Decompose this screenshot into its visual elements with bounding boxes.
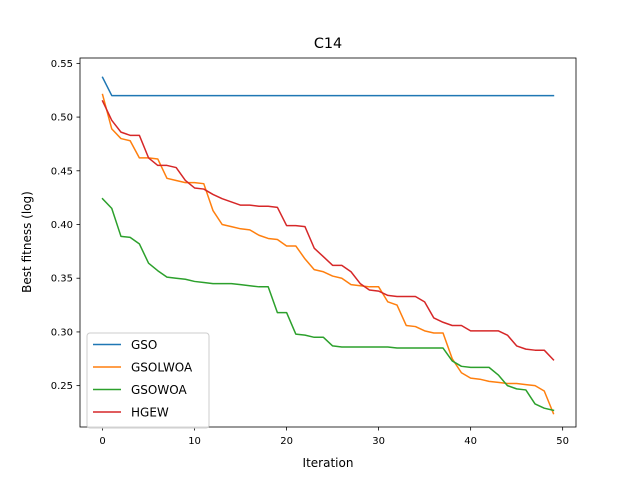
x-axis-label: Iteration [303,456,354,470]
legend-box [86,332,210,429]
y-tick-label: 0.30 [51,327,73,338]
x-tick-label: 30 [372,436,385,447]
y-tick-label: 0.50 [51,113,73,124]
x-axis: 0 10 20 30 40 50 [99,427,569,447]
y-tick-label: 0.25 [51,381,73,392]
plot-frame [79,57,577,428]
y-tick-label: 0.40 [51,220,73,231]
y-tick-label: 0.55 [51,59,73,70]
legend-label-gsolwoa: GSOLWOA [131,361,193,375]
x-tick-label: 20 [280,436,293,447]
series-line-gsolwoa [101,93,555,415]
legend-label-hgew: HGEW [131,406,169,420]
x-tick-label: 0 [99,436,105,447]
x-tick-label: 10 [188,436,201,447]
series-line-hgew [101,99,555,361]
y-tick-label: 0.35 [51,274,73,285]
y-axis-label: Best fitness (log) [20,191,34,293]
x-tick-label: 50 [556,436,569,447]
y-tick-label: 0.45 [51,166,73,177]
y-axis: 0.25 0.30 0.35 0.40 0.45 0.50 0.55 [51,59,80,392]
plot-area [101,76,555,415]
legend: GSO GSOLWOA GSOWOA HGEW [86,332,210,429]
series-line-gso [101,76,555,97]
legend-label-gsowoa: GSOWOA [131,383,187,397]
series-line-gsowoa [101,197,555,412]
chart-title: C14 [314,36,342,52]
x-tick-label: 40 [464,436,477,447]
legend-label-gso: GSO [131,338,157,352]
